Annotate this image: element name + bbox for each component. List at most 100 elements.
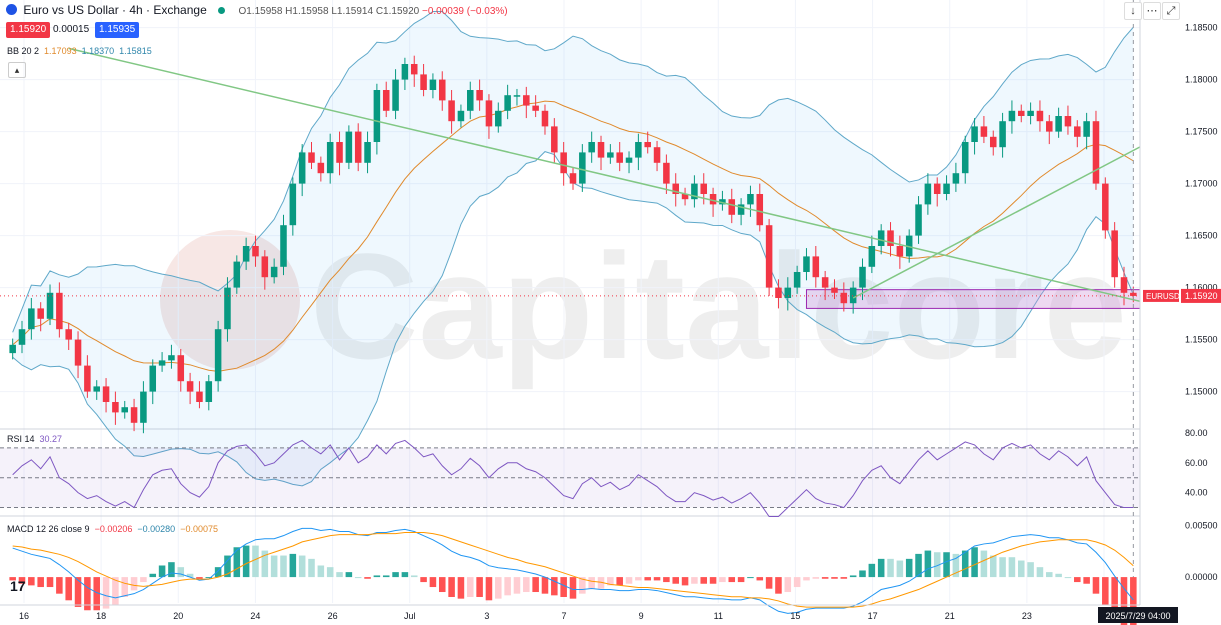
time-tick-label: 18: [96, 611, 106, 621]
bb-basis-line: [12, 100, 1134, 372]
candle-body: [905, 235, 913, 257]
macd-histogram-bar: [1111, 577, 1118, 619]
candle-body: [495, 110, 502, 127]
candle-body: [205, 381, 213, 402]
down-arrow-icon[interactable]: ↓: [1124, 2, 1142, 20]
symbol-title[interactable]: Euro vs US Dollar · 4h · Exchange: [23, 3, 207, 17]
macd-histogram-bar: [392, 572, 399, 578]
candle-body: [140, 391, 147, 423]
macd-histogram-bar: [924, 550, 932, 578]
candle-body: [672, 183, 679, 194]
rsi-legend[interactable]: RSI 14 30.27: [7, 434, 62, 444]
candle-body: [961, 142, 969, 174]
macd-histogram-bar: [18, 577, 26, 584]
macd-histogram-bar: [905, 558, 913, 578]
tradingview-logo: 17: [10, 578, 26, 594]
candle-body: [429, 79, 437, 90]
ohlc-high: H1.15958: [285, 6, 329, 17]
macd-histogram-bar: [345, 572, 353, 578]
macd-histogram-bar: [887, 558, 894, 578]
bb-legend[interactable]: BB 20 2 1.17093 1.18370 1.15815: [7, 46, 152, 56]
price-tick-label: 1.16500: [1185, 231, 1218, 241]
macd-histogram-bar: [681, 577, 689, 586]
candle-body: [1092, 121, 1100, 184]
price-tag-label: 1.15920: [1185, 291, 1218, 301]
rsi-line: [12, 439, 1134, 517]
candle-body: [1130, 292, 1137, 296]
candle-body: [74, 339, 82, 366]
candle-body: [382, 90, 390, 111]
candle-body: [280, 225, 287, 267]
macd-histogram-bar: [933, 552, 941, 578]
candle-body: [112, 402, 119, 413]
fullscreen-icon[interactable]: ⤢: [1162, 2, 1180, 20]
macd-histogram-bar: [560, 577, 567, 597]
candle-body: [523, 95, 530, 106]
macd-histogram-bar: [709, 577, 717, 584]
macd-histogram-bar: [1102, 577, 1109, 606]
macd-histogram-bar: [700, 577, 708, 584]
time-tick-label: 11: [714, 611, 723, 621]
macd-histogram-bar: [803, 577, 810, 581]
trendline-down: [68, 47, 1162, 308]
sell-price-button[interactable]: 1.15920: [6, 22, 51, 38]
macd-histogram-bar: [373, 575, 381, 578]
candle-body: [980, 126, 988, 137]
macd-histogram-bar: [280, 555, 287, 578]
candle-body: [485, 100, 493, 127]
candle-body: [513, 95, 521, 97]
macd-histogram-bar: [261, 550, 269, 578]
candle-body: [1017, 110, 1025, 116]
macd-histogram-bar: [429, 577, 437, 588]
macd-histogram-bar: [270, 555, 278, 578]
candle-body: [37, 308, 44, 319]
candle-body: [849, 287, 857, 304]
macd-histogram-bar: [719, 577, 726, 583]
candle-body: [1083, 121, 1090, 137]
candle-body: [102, 386, 110, 402]
macd-histogram-bar: [569, 577, 577, 599]
macd-histogram-bar: [597, 577, 605, 589]
candle-body: [999, 121, 1006, 148]
macd-histogram-bar: [467, 577, 474, 597]
time-tick-label: 26: [328, 611, 338, 621]
candle-body: [831, 287, 838, 293]
candle-body: [410, 64, 418, 75]
macd-histogram-bar: [653, 577, 661, 581]
macd-histogram-bar: [607, 577, 614, 586]
candle-body: [700, 183, 708, 194]
price-axis-bg: [1140, 0, 1221, 625]
candle-body: [877, 230, 885, 246]
candle-body: [121, 407, 129, 413]
macd-histogram-bar: [336, 572, 343, 578]
spread-value: 0.00015: [53, 24, 90, 35]
macd-legend[interactable]: MACD 12 26 close 9 −0.00206 −0.00280 −0.…: [7, 524, 218, 534]
macd-histogram-bar: [233, 547, 241, 578]
macd-histogram-bar: [410, 575, 418, 578]
candle-body: [737, 204, 745, 215]
macd-histogram-bar: [1130, 577, 1137, 625]
candle-body: [560, 152, 567, 174]
macd-histogram-bar: [961, 550, 969, 578]
more-options-icon[interactable]: ⋯: [1143, 2, 1161, 20]
macd-signal-value: −0.00075: [180, 524, 218, 534]
buy-price-button[interactable]: 1.15935: [95, 22, 140, 38]
time-tick-label: 24: [250, 611, 260, 621]
macd-histogram-bar: [1064, 577, 1072, 579]
macd-histogram-bar: [457, 577, 465, 599]
collapse-indicators-button[interactable]: ▴: [8, 62, 26, 78]
bb-label: BB 20 2: [7, 46, 40, 56]
candle-body: [345, 131, 353, 163]
macd-histogram-bar: [999, 557, 1006, 578]
macd-histogram-bar: [214, 567, 222, 578]
candle-body: [1046, 121, 1053, 132]
macd-histogram-bar: [793, 577, 801, 588]
candle-body: [812, 256, 820, 278]
candle-body: [317, 162, 325, 174]
candle-body: [821, 277, 829, 288]
macd-tick-label: 0.00000: [1185, 572, 1218, 582]
macd-histogram-bar: [1017, 560, 1025, 578]
macd-histogram-bar: [821, 577, 829, 579]
candle-body: [9, 344, 16, 354]
